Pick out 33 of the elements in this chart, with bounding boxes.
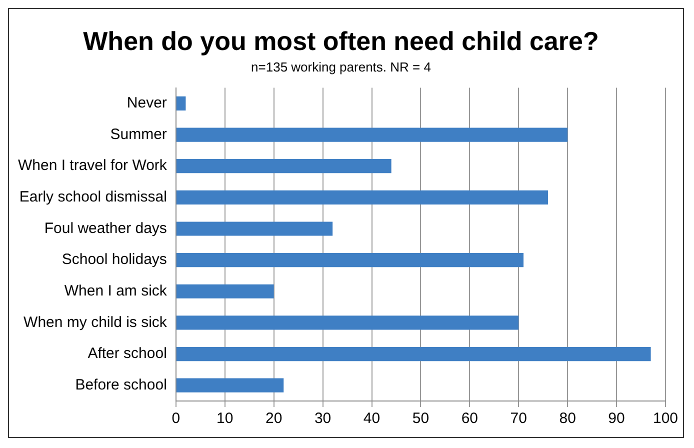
bar <box>176 346 651 362</box>
y-tick-label: Summer <box>110 126 167 143</box>
bar <box>176 253 524 268</box>
y-tick-label: Never <box>126 94 167 112</box>
x-tick-label: 60 <box>461 410 478 428</box>
x-tick-label: 70 <box>510 410 527 428</box>
y-tick-label: Early school dismissal <box>19 188 167 206</box>
y-tick-label: School holidays <box>62 251 167 268</box>
y-tick-label: Before school <box>75 376 167 394</box>
x-tick-label: 30 <box>314 410 332 428</box>
x-tick-label: 0 <box>172 410 180 428</box>
bar <box>176 190 548 204</box>
y-tick-label: When my child is sick <box>24 314 168 331</box>
y-tick-label: After school <box>88 345 167 362</box>
bar <box>176 378 284 392</box>
chart-subtitle: n=135 working parents. NR = 4 <box>251 60 431 75</box>
bar <box>176 128 568 142</box>
x-tick-label: 90 <box>608 410 625 428</box>
y-tick-label: Foul weather days <box>44 220 167 237</box>
x-tick-label: 80 <box>559 410 576 428</box>
y-tick-label: When I travel for Work <box>18 157 168 174</box>
bar <box>176 284 274 298</box>
chart-title: When do you most often need child care? <box>83 26 599 56</box>
bar <box>176 316 519 330</box>
y-tick-label: When I am sick <box>64 282 168 300</box>
x-tick-label: 20 <box>266 410 282 428</box>
bar <box>176 222 333 236</box>
x-tick-label: 50 <box>412 410 430 428</box>
x-tick-label: 100 <box>652 410 678 428</box>
bar <box>176 159 392 174</box>
x-tick-label: 40 <box>363 410 380 428</box>
bar <box>176 96 186 111</box>
x-tick-label: 10 <box>216 410 234 428</box>
